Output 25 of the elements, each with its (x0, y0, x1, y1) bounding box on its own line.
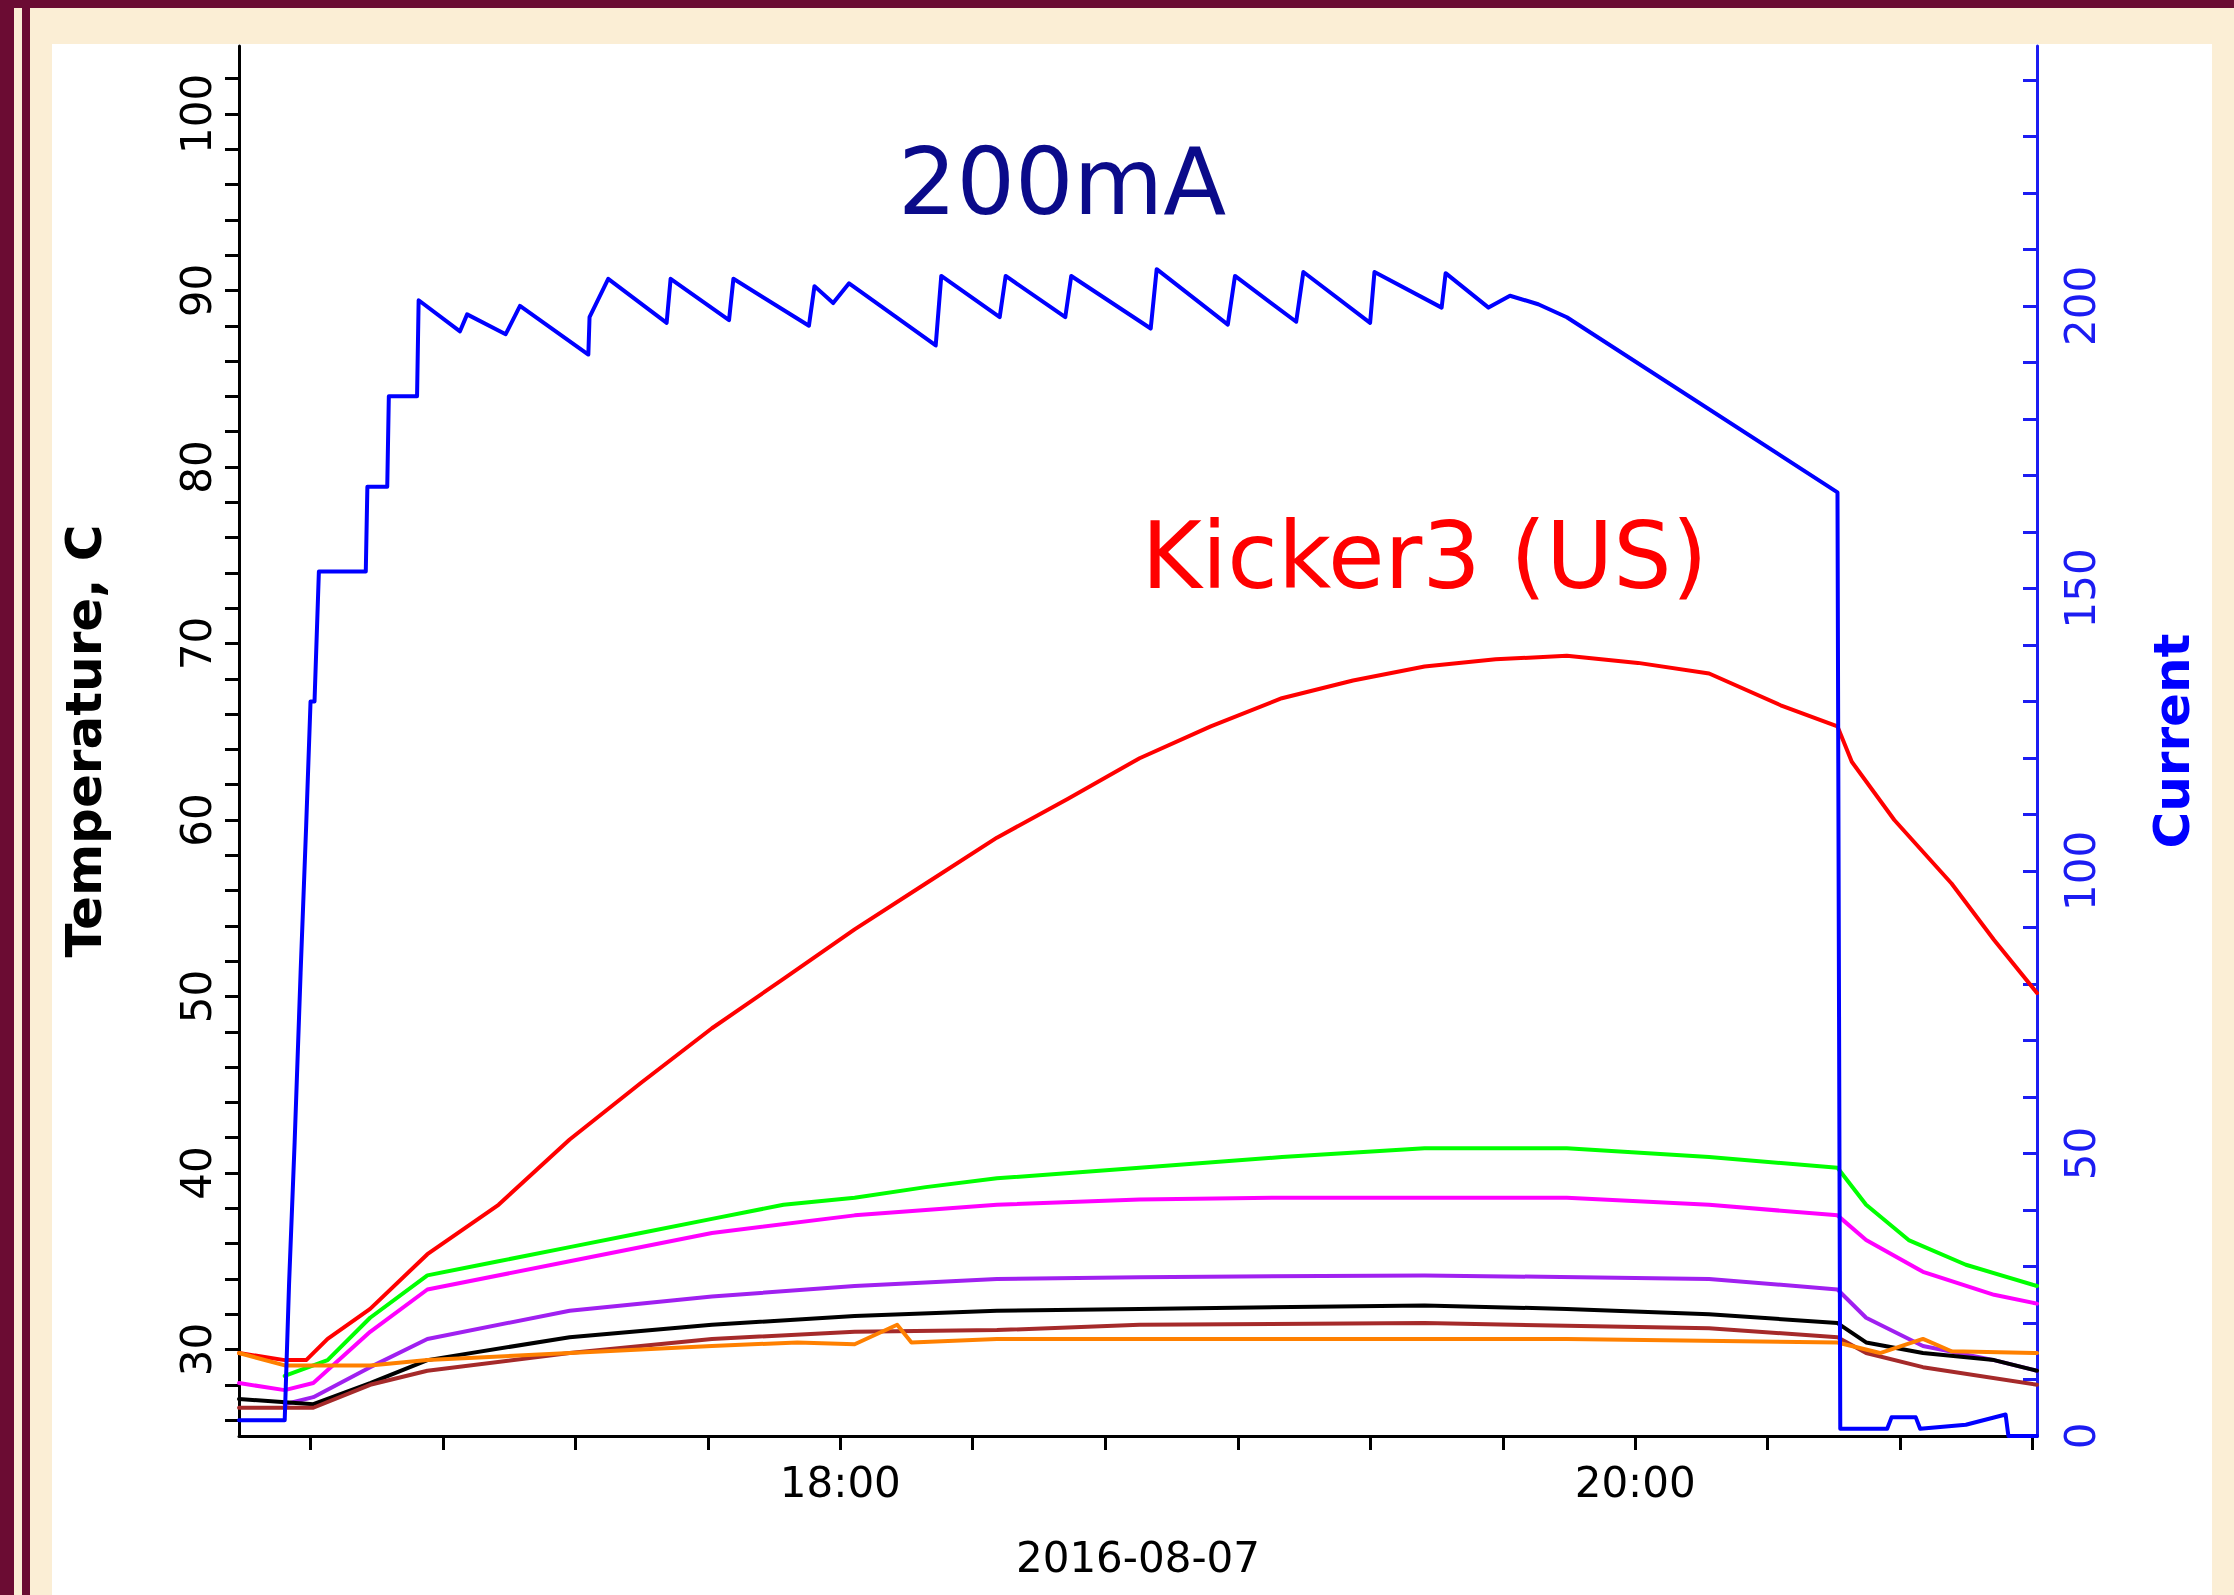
y-tick-label: 40 (171, 1146, 221, 1200)
y-tick-label: 60 (171, 793, 221, 847)
y2-tick-label: 150 (2055, 548, 2105, 629)
y2-axis-title: Current (2143, 633, 2201, 849)
x-tick-label: 18:00 (779, 1457, 901, 1507)
line-series (237, 1195, 2039, 1393)
y-axis-title: Temperature, C (55, 524, 113, 958)
line-series (237, 653, 2039, 1363)
series-label: Kicker3 (US) (1141, 502, 1708, 610)
annotation: 200mA (897, 128, 1227, 236)
x-axis-title: 2016-08-07 (1015, 1532, 1261, 1582)
y2-tick-label: 100 (2055, 830, 2105, 912)
y-tick-label: 100 (171, 73, 221, 155)
y2-tick-label: 200 (2055, 265, 2105, 346)
y-tick-label: 30 (171, 1322, 221, 1377)
line-series (237, 1322, 2039, 1368)
y2-tick-label: 0 (2055, 1422, 2105, 1450)
y-tick-label: 70 (171, 616, 221, 671)
y-tick-label: 80 (171, 440, 221, 494)
x-tick-label: 20:00 (1574, 1457, 1696, 1507)
y-tick-label: 90 (171, 263, 221, 318)
line-series (282, 1146, 2039, 1378)
y-tick-label: 50 (171, 969, 221, 1024)
line-series (237, 1321, 2039, 1410)
y2-tick-label: 50 (2055, 1126, 2105, 1181)
